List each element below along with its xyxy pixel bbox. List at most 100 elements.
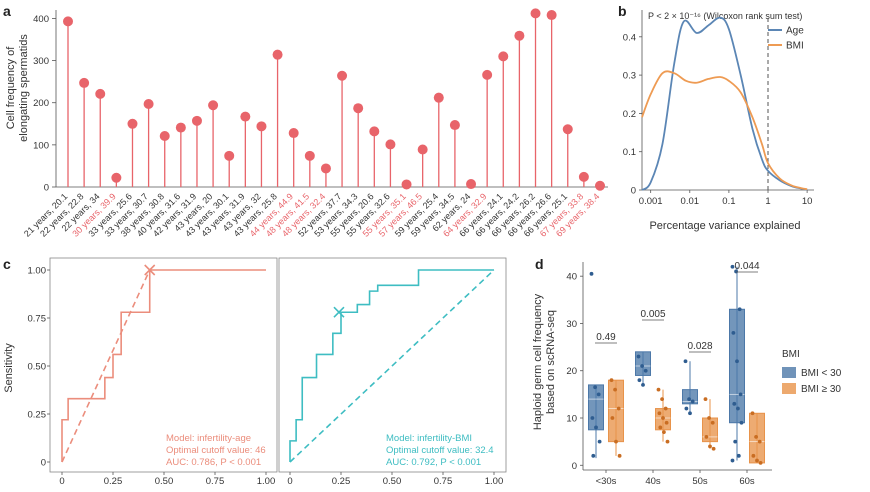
panel-a-ylabel-line2: elongating spermatids xyxy=(18,34,30,142)
lollipop-point xyxy=(595,180,605,191)
density-line-bmi xyxy=(641,70,808,191)
box-point xyxy=(733,439,738,444)
lollipop-point xyxy=(401,179,412,190)
box-point xyxy=(660,397,664,401)
panel-d-xtick-label: 60s xyxy=(739,476,755,487)
box-point xyxy=(662,430,666,435)
box-point xyxy=(596,392,601,397)
lollipop-point xyxy=(498,51,509,62)
panel-a-lollipop-chart: Cell frequency of elongating spermatids … xyxy=(5,8,608,239)
box-point xyxy=(589,271,594,276)
box-point xyxy=(616,406,621,411)
box-point xyxy=(703,397,708,401)
box-point xyxy=(590,416,595,420)
panel-a-ytick-label: 300 xyxy=(33,56,49,67)
box-point xyxy=(683,359,688,364)
box-point xyxy=(730,264,735,269)
lollipop-point xyxy=(466,179,477,190)
panel-c-xtick-label: 0.25 xyxy=(332,476,351,487)
lollipop-point xyxy=(272,49,283,60)
box-point xyxy=(636,354,641,359)
roc-chance-line-age xyxy=(61,269,151,463)
roc-note-line: AUC: 0.792, P < 0.001 xyxy=(386,457,481,468)
lollipop-point xyxy=(417,144,428,155)
box-point xyxy=(730,458,735,463)
box-point xyxy=(736,453,741,458)
box-point xyxy=(739,420,744,425)
roc-curve-age xyxy=(61,269,266,462)
lollipop-point xyxy=(143,98,154,109)
box-point xyxy=(661,416,665,420)
box-point xyxy=(664,420,669,425)
box-point xyxy=(594,425,598,430)
lollipop-point xyxy=(449,120,460,131)
box-body xyxy=(588,384,604,431)
roc-note-line: Optimal cutoff value: 32.4 xyxy=(386,445,494,456)
panel-b-stat-text: P < 2 × 10⁻¹⁶ (Wilcoxon rank sum test) xyxy=(648,11,802,21)
box-point xyxy=(613,387,617,392)
roc-optimal-point-age xyxy=(144,264,156,276)
panel-c-ytick-label: 0.25 xyxy=(28,410,47,421)
panel-d-legend-swatch xyxy=(782,367,796,378)
lollipop-point xyxy=(159,131,170,142)
panel-c-xtick-label: 0.50 xyxy=(155,476,174,487)
box-point xyxy=(758,461,763,465)
box-point xyxy=(707,416,711,420)
panel-c-ytick-label: 0 xyxy=(41,458,46,469)
panel-d-ylabel-line2: based on scRNA-seq xyxy=(545,310,557,414)
panel-c-ytick-label: 0.50 xyxy=(28,362,47,373)
lollipop-point xyxy=(191,115,202,126)
box-point xyxy=(704,435,709,439)
box-point xyxy=(657,411,662,416)
lollipop-point xyxy=(63,16,73,27)
roc-frame-bmi xyxy=(278,257,507,473)
lollipop-point xyxy=(288,128,299,139)
panel-d-ytick-label: 40 xyxy=(566,272,577,283)
box-point xyxy=(735,359,739,364)
box-point xyxy=(597,439,602,444)
lollipop-point xyxy=(433,92,444,103)
panel-c-roc-charts: Sensitivity 0 0.25 0.50 0.75 1.00 0 0.25 0.50 0.… xyxy=(3,257,507,487)
lollipop-point xyxy=(111,172,122,183)
panel-c-ytick-label: 0.75 xyxy=(28,314,47,325)
panel-c-xtick-label: 0 xyxy=(287,476,292,487)
panel-b-legend-label: Age xyxy=(786,26,804,37)
roc-note-line: Model: infertility-BMI xyxy=(386,433,472,444)
panel-d-boxplot: Haploid germ cell frequency based on scR… xyxy=(532,261,842,487)
box-point xyxy=(757,439,762,444)
panel-b-xtick-label: 10 xyxy=(802,196,813,207)
box-point xyxy=(732,401,737,406)
panel-d-ytick-label: 10 xyxy=(566,414,577,425)
roc-note-line: AUC: 0.786, P < 0.001 xyxy=(166,457,261,468)
lollipop-point xyxy=(240,111,251,122)
box-point xyxy=(731,331,736,335)
roc-frame-age xyxy=(49,257,278,473)
panel-d-legend-swatch xyxy=(782,383,796,394)
panel-a-ylabel-line1: Cell frequency of xyxy=(5,46,17,129)
box-point xyxy=(665,439,670,444)
lollipop-point xyxy=(385,139,396,150)
roc-optimal-point-bmi xyxy=(333,306,345,318)
box-point xyxy=(593,385,597,390)
panel-c-ytick-label: 1.00 xyxy=(28,266,47,277)
panel-d-legend-title: BMI xyxy=(782,349,800,360)
panel-d-legend-label: BMI < 30 xyxy=(801,368,842,379)
panel-letter-a: a xyxy=(3,3,11,19)
box-point xyxy=(637,378,642,383)
panel-b-density-chart: P < 2 × 10⁻¹⁶ (Wilcoxon rank sum test) P… xyxy=(623,10,814,232)
panel-d-ytick-label: 0 xyxy=(572,461,577,472)
panel-a-ytick-label: 100 xyxy=(33,140,49,151)
panel-a-ytick-label: 200 xyxy=(33,98,49,109)
panel-d-legend-label: BMI ≥ 30 xyxy=(801,384,841,395)
lollipop-point xyxy=(369,126,380,137)
panel-b-ytick-label: 0.1 xyxy=(623,147,636,158)
panel-c-ylabel: Sensitivity xyxy=(3,343,15,393)
box-point xyxy=(609,378,614,383)
box-point xyxy=(734,269,738,274)
panel-c-xtick-label: 1.00 xyxy=(485,476,504,487)
box-point xyxy=(755,458,759,463)
lollipop-point xyxy=(127,118,138,129)
roc-note-line: Optimal cutoff value: 46 xyxy=(166,445,266,456)
box-point xyxy=(737,307,742,312)
